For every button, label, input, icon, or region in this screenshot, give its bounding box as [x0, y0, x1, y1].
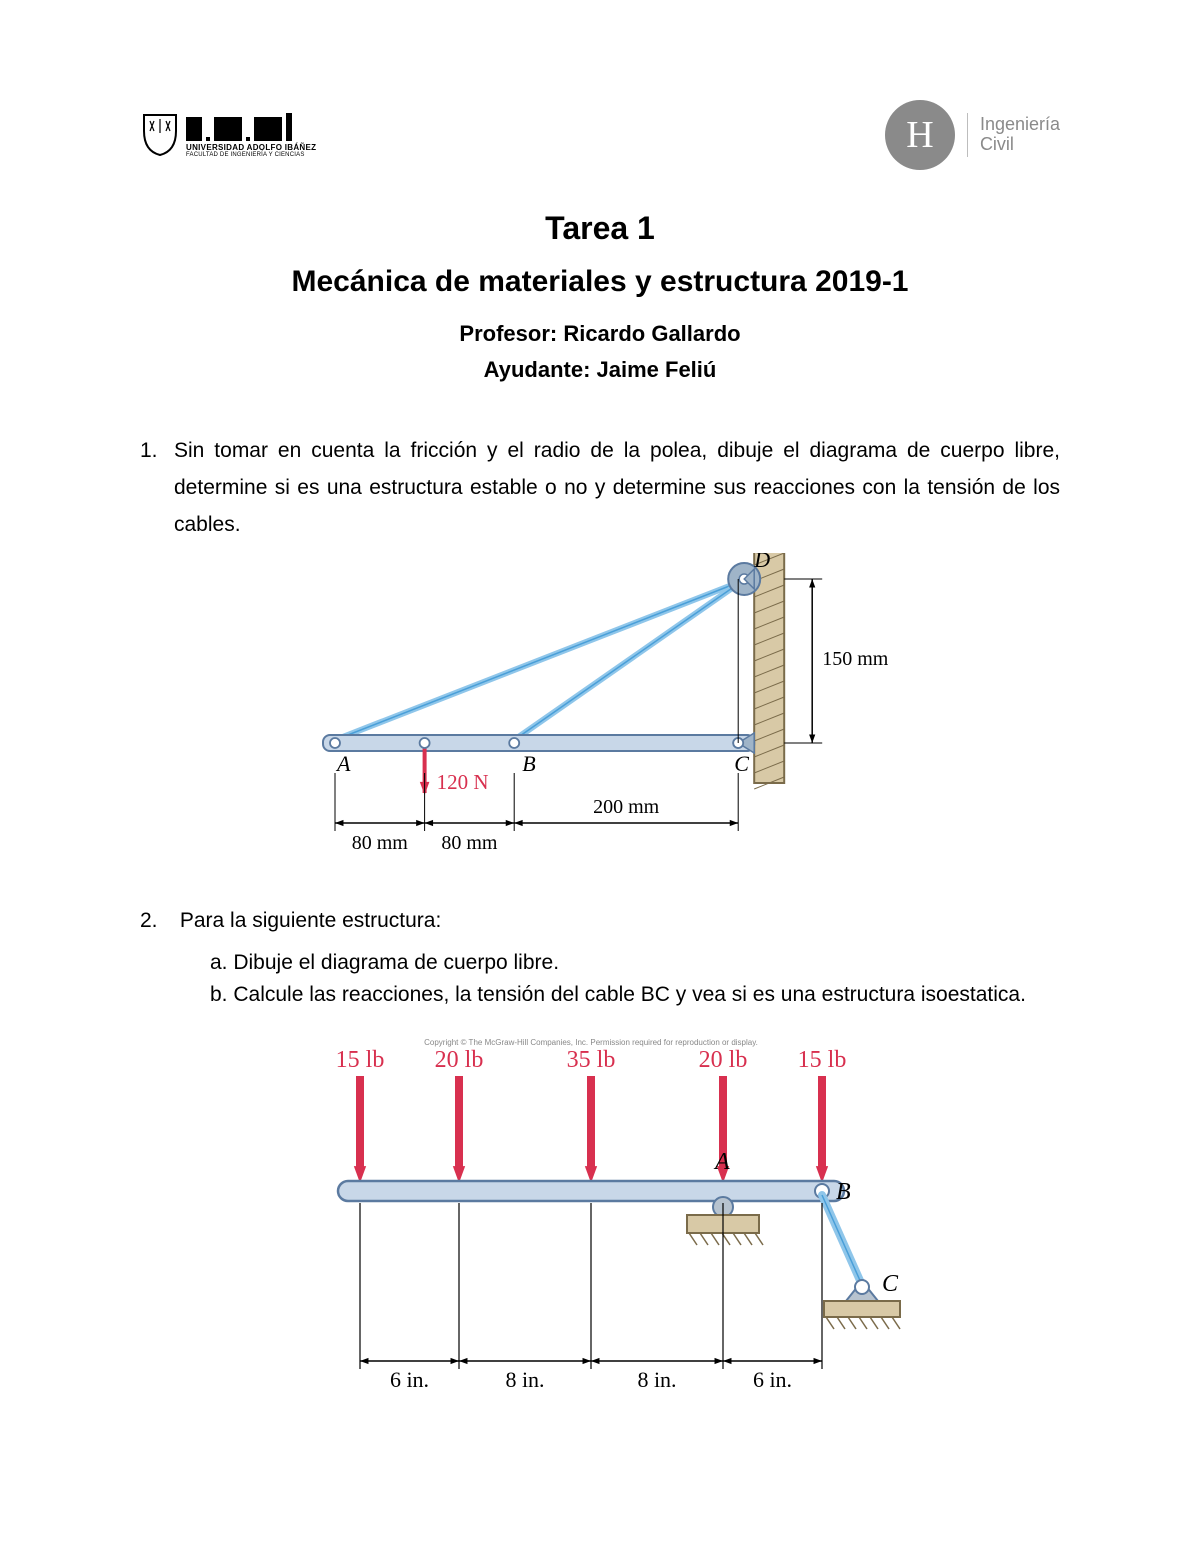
svg-text:A: A	[713, 1149, 730, 1175]
svg-text:15 lb: 15 lb	[336, 1047, 385, 1073]
uai-faculty-name: FACULTAD DE INGENIERÍA Y CIENCIAS	[186, 152, 316, 158]
problem-1: 1. Sin tomar en cuenta la fricción y el …	[140, 433, 1060, 543]
civil-eng-logo: H Ingeniería Civil	[885, 100, 1060, 170]
civil-label-1: Ingeniería	[980, 115, 1060, 135]
vertical-divider	[967, 113, 968, 157]
svg-text:80 mm: 80 mm	[441, 832, 498, 854]
svg-text:C: C	[882, 1271, 899, 1297]
svg-text:35 lb: 35 lb	[567, 1047, 616, 1073]
svg-text:8 in.: 8 in.	[505, 1367, 544, 1392]
svg-text:D: D	[753, 553, 770, 572]
svg-text:20 lb: 20 lb	[699, 1047, 748, 1073]
problem-1-text: Sin tomar en cuenta la fricción y el rad…	[174, 433, 1060, 543]
svg-text:120 N: 120 N	[437, 770, 489, 794]
problem-2-item-a: a. Dibuje el diagrama de cuerpo libre.	[210, 948, 1060, 978]
svg-text:C: C	[734, 751, 749, 776]
figure-2: Copyright © The McGraw-Hill Companies, I…	[140, 1021, 1060, 1411]
svg-text:15 lb: 15 lb	[798, 1047, 847, 1073]
svg-text:B: B	[836, 1179, 851, 1205]
doc-header: UNIVERSIDAD ADOLFO IBÁÑEZ FACULTAD DE IN…	[140, 100, 1060, 170]
problem-2-intro: Para la siguiente estructura:	[180, 909, 441, 932]
svg-text:200 mm: 200 mm	[593, 796, 660, 818]
uai-logo: UNIVERSIDAD ADOLFO IBÁÑEZ FACULTAD DE IN…	[140, 113, 316, 158]
uai-wordmark-icon	[186, 113, 316, 141]
doc-title: Tarea 1	[140, 210, 1060, 247]
problem-2-number: 2.	[140, 903, 174, 940]
civil-circle-icon: H	[885, 100, 955, 170]
svg-text:8 in.: 8 in.	[637, 1367, 676, 1392]
svg-text:150 mm: 150 mm	[822, 648, 889, 670]
civil-h-glyph: H	[906, 113, 933, 157]
assistant-line: Ayudante: Jaime Feliú	[140, 357, 1060, 383]
svg-text:A: A	[335, 751, 351, 776]
svg-text:B: B	[522, 751, 535, 776]
uai-uni-name: UNIVERSIDAD ADOLFO IBÁÑEZ	[186, 143, 316, 152]
figure-1: A B C D 120 N 150 mm 80 mm 80 mm 200 mm	[140, 553, 1060, 863]
svg-text:80 mm: 80 mm	[352, 832, 409, 854]
professor-line: Profesor: Ricardo Gallardo	[140, 321, 1060, 347]
svg-text:6 in.: 6 in.	[753, 1367, 792, 1392]
doc-subtitle: Mecánica de materiales y estructura 2019…	[140, 265, 1060, 299]
problem-2: 2. Para la siguiente estructura:	[140, 903, 1060, 940]
svg-text:6 in.: 6 in.	[390, 1367, 429, 1392]
civil-label-2: Civil	[980, 135, 1060, 155]
problem-1-number: 1.	[140, 433, 174, 470]
svg-text:Copyright © The McGraw-Hill Co: Copyright © The McGraw-Hill Companies, I…	[424, 1038, 758, 1047]
svg-text:20 lb: 20 lb	[435, 1047, 484, 1073]
problem-2-item-b: b. Calcule las reacciones, la tensión de…	[210, 980, 1060, 1010]
uai-shield-icon	[140, 113, 180, 157]
